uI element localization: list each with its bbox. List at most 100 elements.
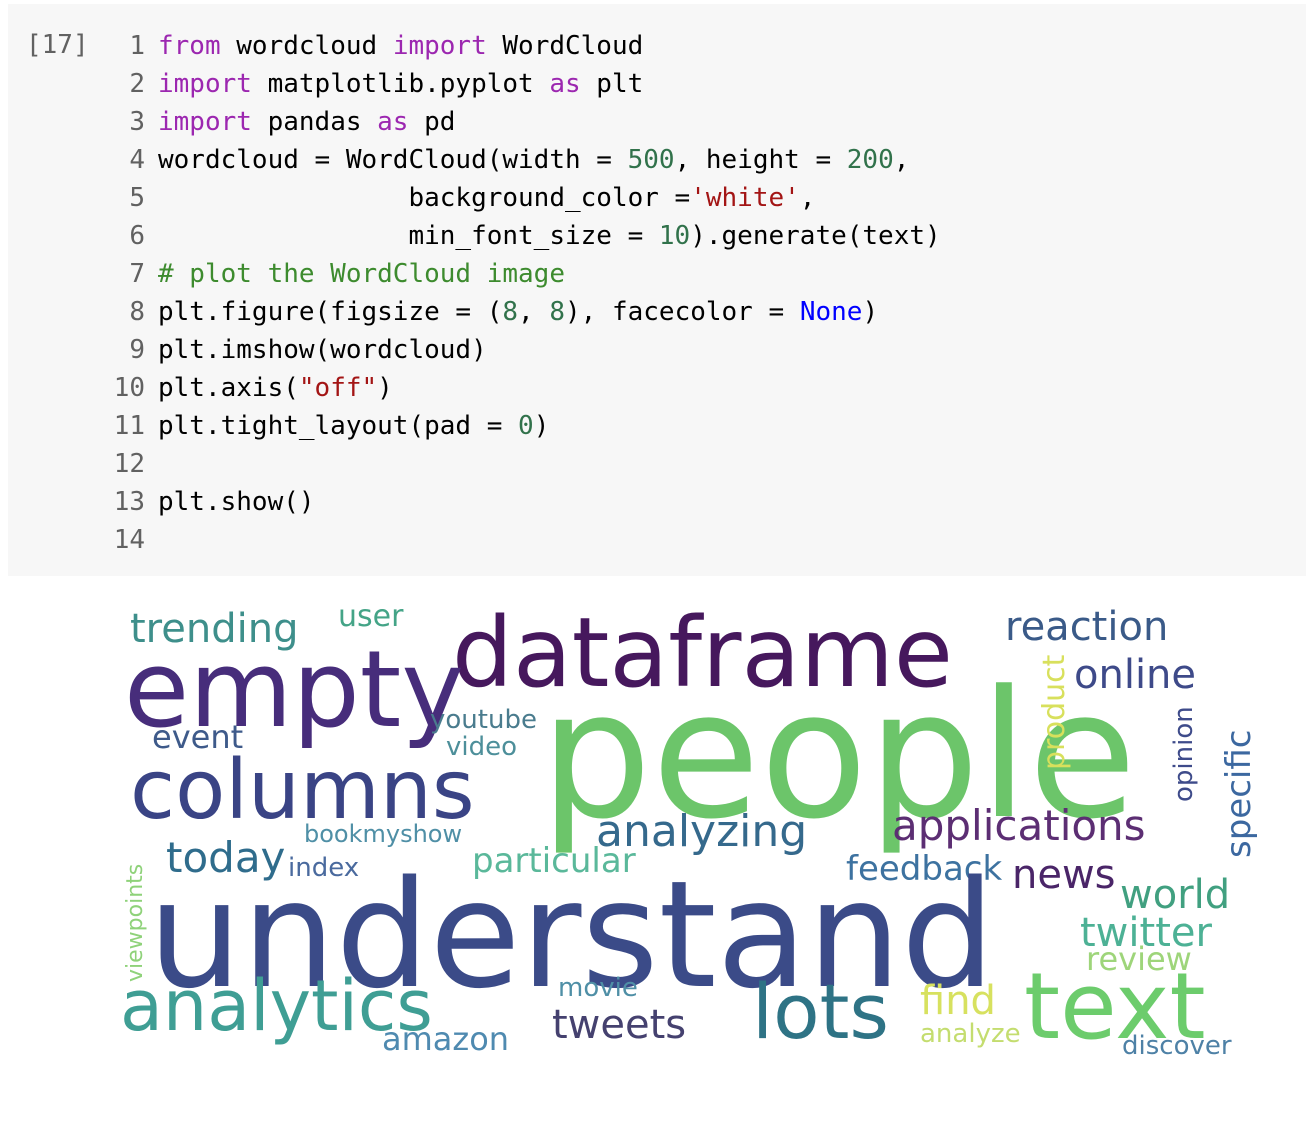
wordcloud-image: trending user dataframe reaction empty online… [120,597,1259,1061]
code-token: wordcloud [220,31,393,61]
execution-count: [17] [26,30,89,60]
word-applications: applications [892,801,1146,850]
code-token: matplotlib.pyplot [251,69,550,99]
cell-output: trending user dataframe reaction empty online… [112,590,1262,1070]
code-token: ) [862,297,879,327]
word-dataframe: dataframe [452,597,953,709]
word-trending: trending [130,606,298,652]
word-amazon: amazon [382,1020,509,1058]
code-token: , [893,145,910,175]
code-text: import pandas as pd [158,103,455,141]
word-movie: movie [558,973,638,1003]
word-analytics: analytics [120,965,433,1047]
code-token: min_font_size = [158,221,659,251]
code-token: import [158,107,252,137]
line-number: 7 [129,259,145,289]
code-token: from [158,31,221,61]
word-analyzing: analyzing [596,806,807,857]
code-token: 200 [846,145,894,175]
code-text: min_font_size = 10).generate(text) [158,217,941,255]
line-number: 11 [113,411,145,441]
word-discover: discover [1122,1031,1232,1061]
word-find: find [920,978,996,1024]
code-token: # plot the WordCloud image [158,259,565,289]
code-token: plt.axis( [158,373,299,403]
line-number: 1 [129,31,145,61]
line-number: 4 [129,145,145,175]
code-token: 'white' [690,183,800,213]
code-text: import matplotlib.pyplot as plt [158,65,643,103]
word-today: today [166,833,285,882]
code-token: as [549,69,581,99]
line-number: 13 [113,487,145,517]
word-analyze: analyze [920,1019,1021,1049]
code-token: plt.tight_layout(pad = [158,411,519,441]
code-text: plt.figure(figsize = (8, 8), facecolor =… [158,293,878,331]
word-columns: columns [130,743,475,838]
line-number: 10 [113,373,145,403]
code-token: plt.show() [158,487,315,517]
code-token: wordcloud = WordCloud(width = [158,145,628,175]
code-text: plt.tight_layout(pad = 0) [158,407,549,445]
line-number: 8 [129,297,145,327]
word-reaction: reaction [1005,604,1168,650]
code-token: , [799,183,816,213]
line-number: 3 [129,107,145,137]
word-text: text [1024,953,1206,1060]
code-token: , [518,297,550,327]
code-token: 0 [518,411,534,441]
code-token: as [377,107,409,137]
code-cell[interactable]: [17] 1 from wordcloud import WordCloud 2 im… [8,4,1306,576]
code-token: import [158,69,252,99]
code-text: wordcloud = WordCloud(width = 500, heigh… [158,141,909,179]
code-token: pd [408,107,456,137]
word-empty: empty [124,628,464,751]
word-world: world [1120,872,1230,918]
code-token: plt.figure(figsize = ( [158,297,503,327]
line-number: 6 [129,221,145,251]
word-viewpoints: viewpoints [123,864,148,982]
word-review: review [1086,940,1192,978]
word-event: event [152,718,243,756]
code-text: plt.axis("off") [158,369,393,407]
code-token: 10 [658,221,691,251]
word-video: video [446,732,517,762]
code-token: pandas [251,107,378,137]
word-feedback: feedback [846,849,1002,889]
code-token: ) [533,411,550,441]
code-token: WordCloud [486,31,644,61]
code-token: ).generate(text) [690,221,941,251]
word-particular: particular [472,841,636,881]
word-news: news [1012,852,1116,898]
code-token: ), facecolor = [565,297,800,327]
code-token: None [799,297,863,327]
line-number: 14 [113,525,145,555]
word-people: people [540,653,1137,858]
word-bookmyshow: bookmyshow [304,820,462,848]
code-text: # plot the WordCloud image [158,255,565,293]
code-token: background_color = [158,183,691,213]
line-number: 2 [129,69,145,99]
line-number: 9 [129,335,145,365]
code-text: plt.show() [158,483,315,521]
word-understand: understand [148,849,995,1021]
code-token: 8 [502,297,519,327]
line-number: 12 [113,449,145,479]
code-token: ) [377,373,393,403]
word-user: user [338,599,404,634]
line-number: 5 [129,183,145,213]
code-token: plt [580,69,644,99]
code-token: plt.imshow(wordcloud) [158,335,487,365]
code-token: import [392,31,487,61]
word-online: online [1074,652,1196,698]
word-youtube: youtube [430,705,537,735]
word-specific: specific [1219,730,1259,858]
code-text: background_color ='white', [158,179,815,217]
word-twitter: twitter [1080,910,1212,956]
word-index: index [288,853,359,883]
word-opinion: opinion [1169,706,1199,802]
code-token: , height = [674,145,847,175]
code-token: 500 [627,145,675,175]
code-text: plt.imshow(wordcloud) [158,331,487,369]
word-tweets: tweets [552,1002,686,1048]
